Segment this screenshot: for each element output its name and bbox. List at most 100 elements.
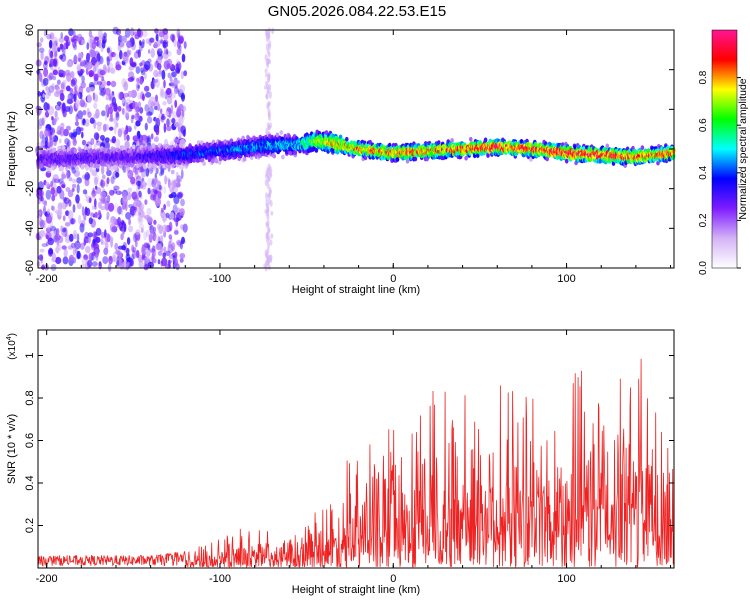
noise-blob bbox=[77, 110, 83, 120]
noise-blob bbox=[268, 40, 272, 48]
noise-blob bbox=[83, 122, 90, 127]
ridge-blob bbox=[136, 163, 140, 169]
ridge-blob bbox=[75, 166, 79, 172]
noise-blob bbox=[139, 40, 142, 46]
noise-blob bbox=[115, 64, 122, 71]
noise-blob bbox=[271, 27, 275, 34]
noise-blob bbox=[130, 258, 134, 267]
noise-blob bbox=[61, 231, 65, 237]
noise-blob bbox=[45, 214, 53, 224]
noise-blob bbox=[79, 99, 86, 108]
noise-blob bbox=[149, 96, 156, 102]
noise-blob bbox=[168, 221, 173, 232]
noise-blob bbox=[128, 66, 134, 71]
noise-blob bbox=[171, 111, 177, 119]
noise-blob bbox=[171, 71, 177, 78]
noise-blob bbox=[152, 226, 157, 233]
noise-blob bbox=[52, 208, 59, 214]
noise-blob bbox=[89, 117, 95, 124]
noise-blob bbox=[157, 57, 162, 65]
noise-blob bbox=[97, 81, 103, 86]
noise-blob bbox=[84, 231, 89, 239]
noise-blob bbox=[87, 259, 93, 268]
noise-blob bbox=[81, 131, 84, 139]
noise-blob bbox=[101, 165, 105, 175]
noise-blob bbox=[36, 261, 41, 267]
noise-blob bbox=[100, 179, 106, 188]
noise-blob bbox=[168, 234, 173, 240]
noise-blob bbox=[168, 259, 171, 269]
noise-blob bbox=[38, 47, 45, 53]
noise-blob bbox=[165, 87, 172, 96]
noise-blob bbox=[36, 42, 42, 48]
noise-blob bbox=[41, 117, 45, 126]
noise-blob bbox=[48, 248, 53, 255]
noise-blob bbox=[72, 229, 78, 239]
noise-blob bbox=[90, 138, 95, 145]
noise-blob bbox=[126, 257, 131, 263]
noise-blob bbox=[115, 111, 120, 118]
noise-blob bbox=[70, 217, 74, 225]
noise-blob bbox=[69, 87, 74, 94]
noise-blob bbox=[44, 60, 48, 66]
noise-blob bbox=[132, 195, 139, 202]
noise-blob bbox=[90, 212, 94, 217]
noise-blob bbox=[144, 104, 149, 112]
noise-blob bbox=[101, 40, 106, 49]
noise-blob bbox=[157, 49, 160, 56]
noise-blob bbox=[141, 134, 148, 141]
noise-blob bbox=[76, 233, 80, 244]
noise-blob bbox=[118, 206, 122, 215]
noise-blob bbox=[155, 127, 160, 136]
noise-blob bbox=[152, 79, 156, 84]
ridge-blob bbox=[293, 150, 298, 156]
noise-blob bbox=[123, 223, 127, 233]
noise-blob bbox=[95, 185, 98, 190]
noise-blob bbox=[53, 178, 61, 183]
noise-blob bbox=[267, 51, 271, 58]
noise-blob bbox=[95, 187, 102, 195]
noise-blob bbox=[83, 254, 88, 261]
noise-blob bbox=[154, 177, 157, 185]
noise-blob bbox=[154, 28, 159, 34]
noise-blob bbox=[160, 168, 165, 176]
noise-blob bbox=[138, 202, 144, 212]
ridge-blobs bbox=[36, 129, 676, 172]
noise-blob bbox=[46, 86, 51, 96]
noise-blob bbox=[123, 131, 127, 141]
noise-blob bbox=[265, 92, 269, 100]
noise-blob bbox=[66, 71, 70, 78]
noise-blob bbox=[155, 94, 158, 102]
noise-blob bbox=[270, 233, 274, 239]
noise-blob bbox=[43, 30, 47, 37]
noise-blob bbox=[62, 256, 69, 265]
noise-blob bbox=[59, 181, 66, 187]
noise-blob bbox=[268, 91, 272, 99]
noise-blob bbox=[73, 169, 81, 178]
noise-blob bbox=[74, 240, 81, 250]
noise-blob bbox=[146, 116, 153, 124]
noise-blob bbox=[60, 32, 63, 39]
noise-blob bbox=[59, 54, 63, 60]
noise-blob bbox=[176, 106, 181, 114]
ridge-blob bbox=[214, 158, 219, 164]
noise-blob bbox=[179, 208, 185, 217]
noise-blob bbox=[264, 179, 268, 187]
figure-title: GN05.2026.084.22.53.E15 bbox=[268, 3, 446, 20]
noise-blob bbox=[45, 189, 52, 200]
noise-blob bbox=[88, 30, 93, 38]
noise-blob bbox=[154, 41, 158, 48]
noise-blob bbox=[173, 138, 180, 143]
noise-blob bbox=[137, 101, 142, 108]
noise-blob bbox=[96, 121, 103, 127]
noise-blob bbox=[108, 221, 113, 226]
noise-blob bbox=[160, 108, 163, 114]
noise-blob bbox=[110, 52, 116, 58]
noise-blob bbox=[76, 177, 82, 184]
noise-blob bbox=[101, 76, 105, 81]
noise-blob bbox=[142, 30, 148, 38]
noise-blob bbox=[141, 93, 145, 101]
noise-blob bbox=[61, 173, 67, 179]
noise-blob bbox=[134, 238, 138, 248]
noise-blob bbox=[81, 139, 87, 146]
